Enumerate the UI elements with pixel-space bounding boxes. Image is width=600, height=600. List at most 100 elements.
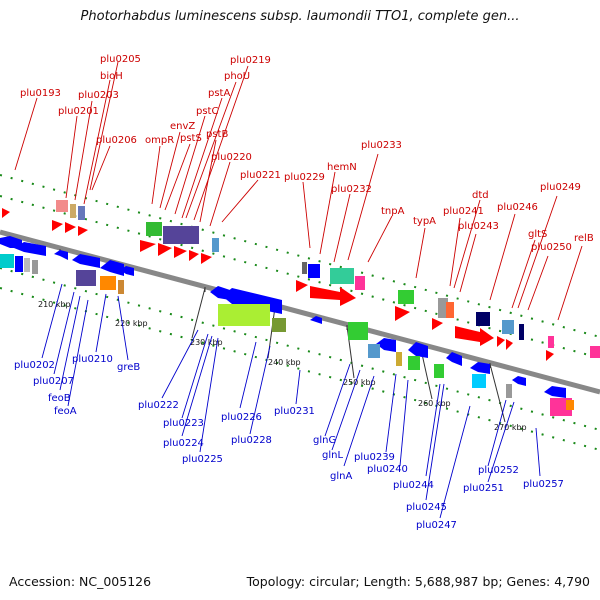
gene-arrow [446,352,462,366]
gene-label: hemN [327,162,357,173]
gene-arrow [52,220,63,231]
gene-label: plu0231 [274,406,315,417]
gene-label: plu0251 [463,483,504,494]
tick-label-260: 260 kbp [418,399,451,408]
gene-arrow [140,240,156,252]
gene-arrow [174,246,187,258]
gene-label: dtd [472,190,489,201]
gene-arrow [100,260,124,276]
gene-label: plu0206 [96,135,137,146]
gene-label: plu0240 [367,464,408,475]
tick-label-240: 240 kbp [268,358,301,367]
gene-label: plu0202 [14,360,55,371]
gene-label: plu0245 [406,502,447,513]
gene-label: plu0241 [443,206,484,217]
gene-label: envZ [170,121,195,132]
gene-label: plu0244 [393,480,434,491]
gene-arrow [408,342,428,358]
gene-label: plu0239 [354,452,395,463]
gene-label: pstA [208,88,230,99]
map-title: Photorhabdus luminescens subsp. laumondi… [80,9,520,24]
gene-arrow [0,236,22,248]
gene-arrow [544,386,566,398]
gene-label: pstC [196,106,218,117]
gene-label: pstS [180,133,202,144]
gene-arrow [201,253,212,264]
gene-arrow [120,266,134,276]
gene-label: gltS [528,229,547,240]
tick-label-270: 270 kbp [494,423,527,432]
forward-genes [2,208,554,361]
gene-label: relB [574,233,594,244]
gene-label: feoB [48,393,71,404]
forward-boxes [56,200,600,358]
gene-arrow [65,222,76,233]
gene-arrow [310,286,356,306]
gene-arrow [78,226,88,236]
gene-label: plu0226 [221,412,262,423]
genome-summary-text: Topology: circular; Length: 5,688,987 bp… [246,574,590,589]
gene-label: plu0222 [138,400,179,411]
gene-label: plu0219 [230,55,271,66]
gene-arrow [189,250,199,261]
gene-label: glnL [322,450,343,461]
gene-label: typA [413,216,436,227]
gene-arrow [296,280,308,292]
gene-label: plu0203 [78,90,119,101]
gene-label: plu0210 [72,354,113,365]
forward-gene-labels: plu0193 plu0201 plu0203 bioH plu0205 plu… [20,54,594,253]
gene-arrow [455,326,494,346]
gene-label: plu0220 [211,152,252,163]
gene-label: plu0221 [240,170,281,181]
gene-arrow [512,376,526,386]
gene-arrow [14,242,46,256]
gene-label: plu0250 [531,242,572,253]
gene-label: glnA [330,471,352,482]
gene-arrow [506,339,513,350]
gene-label: bioH [100,71,123,82]
gene-label: glnG [313,435,336,446]
gene-label: plu0229 [284,172,325,183]
gene-arrow [72,254,100,268]
gene-label: plu0252 [478,465,519,476]
gene-arrow [497,336,505,347]
gene-label: plu0228 [231,435,272,446]
gene-label: plu0249 [540,182,581,193]
gene-label: feoA [54,406,77,417]
reverse-gene-labels: plu0202 plu0207 feoB feoA plu0210 greB p… [14,354,564,531]
gene-arrow [54,250,68,260]
gene-label: plu0232 [331,184,372,195]
gene-arrow [432,318,443,330]
gene-label: plu0257 [523,479,564,490]
gene-label: plu0247 [416,520,457,531]
tick-label-220: 220 kbp [115,319,148,328]
gene-label: plu0225 [182,454,223,465]
gene-label: plu0205 [100,54,141,65]
gene-arrow [546,350,554,361]
gene-arrow [158,243,172,256]
gene-arrow [470,362,490,374]
gene-label: plu0223 [163,418,204,429]
gene-label: plu0193 [20,88,61,99]
gene-label: plu0224 [163,438,204,449]
tick-label-210: 210 kbp [38,300,71,309]
gene-label: ompR [145,135,174,146]
gene-arrow [310,316,322,324]
reverse-boxes [0,254,574,416]
gene-label: pstB [206,129,228,140]
accession-text: Accession: NC_005126 [9,574,152,589]
gene-arrow [376,338,396,352]
gene-arrow [2,208,10,218]
gene-label: phoU [224,71,250,82]
gene-label: tnpA [381,206,405,217]
gene-label: plu0233 [361,140,402,151]
tick-label-250: 250 kbp [343,378,376,387]
gene-label: plu0207 [33,376,74,387]
gene-label: greB [117,362,140,373]
gene-label: plu0246 [497,202,538,213]
tick-label-230: 230 kbp [190,338,223,347]
reverse-callouts [41,283,541,519]
gene-label: plu0201 [58,106,99,117]
gene-arrow [395,306,410,321]
